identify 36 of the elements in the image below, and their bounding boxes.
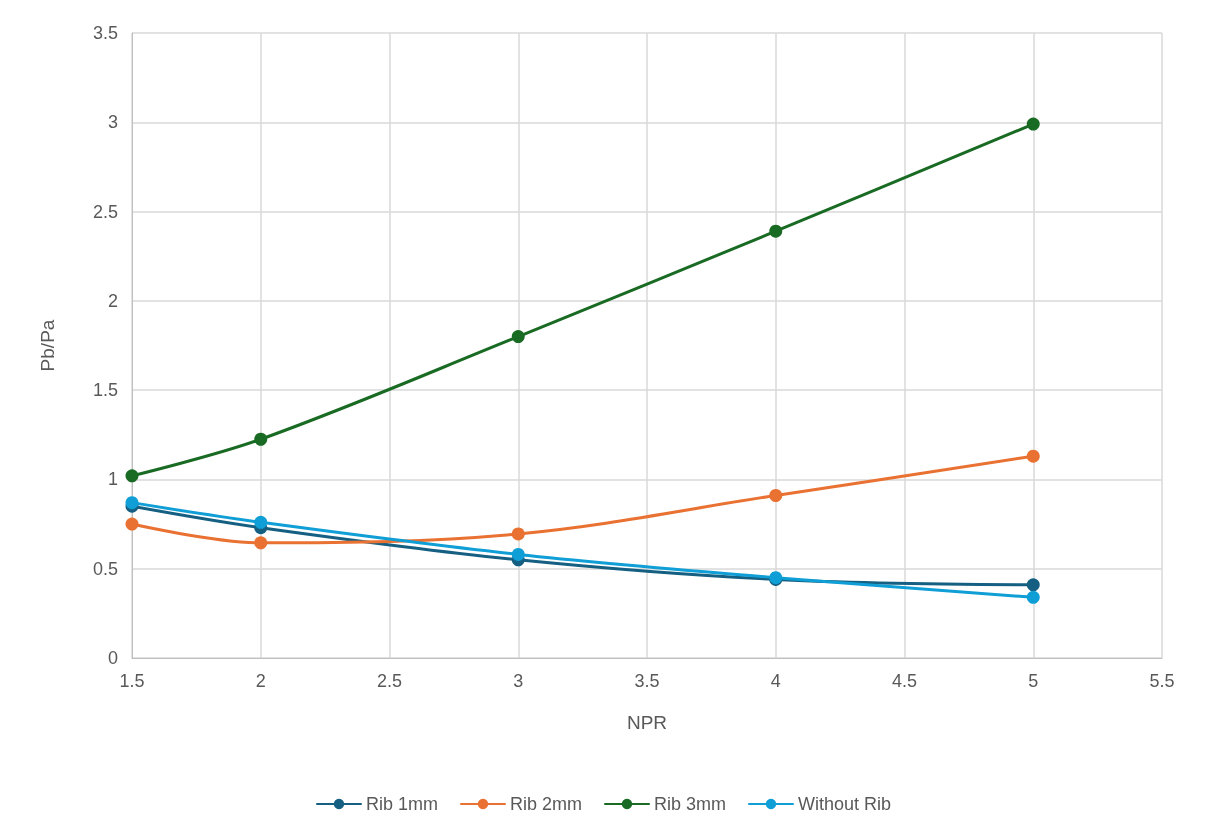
point [254, 515, 268, 529]
point [769, 224, 783, 238]
y-tick-label: 1 [107, 469, 118, 490]
x-tick-label: 2 [255, 671, 266, 691]
y-axis-title: Pb/Pa [37, 319, 58, 372]
y-tick-label: 2.5 [92, 201, 118, 222]
x-tick-label: 5.5 [1149, 671, 1175, 691]
y-tick-label: 2 [107, 290, 118, 311]
x-axis-title: NPR [626, 712, 668, 733]
point [254, 536, 268, 550]
y-tick-label: 0 [107, 648, 118, 668]
point [1026, 590, 1040, 604]
legend-label: Without Rib [798, 794, 892, 814]
point [511, 330, 525, 344]
legend-label: Rib 3mm [653, 794, 726, 814]
y-tick-label: 3 [107, 112, 118, 133]
x-tick-label: 5 [1028, 671, 1039, 691]
x-tick-label: 3 [513, 671, 524, 691]
y-tick-label: 1.5 [92, 380, 118, 401]
point [125, 517, 139, 531]
point [769, 489, 783, 502]
x-tick-label: 3.5 [634, 671, 660, 691]
legend-label: Rib 2mm [509, 794, 582, 814]
x-tick-label: 2.5 [376, 671, 403, 691]
point [511, 547, 525, 561]
point [125, 469, 139, 483]
legend-label: Rib 1mm [365, 794, 438, 814]
point [1026, 117, 1040, 131]
point [254, 432, 268, 446]
point [1026, 578, 1040, 592]
point [1026, 449, 1040, 463]
x-tick-label: 4.5 [891, 671, 918, 691]
y-tick-label: 0.5 [92, 558, 118, 579]
x-tick-label: 4 [770, 671, 781, 691]
y-tick-label: 3.5 [92, 23, 118, 43]
point [511, 527, 525, 541]
